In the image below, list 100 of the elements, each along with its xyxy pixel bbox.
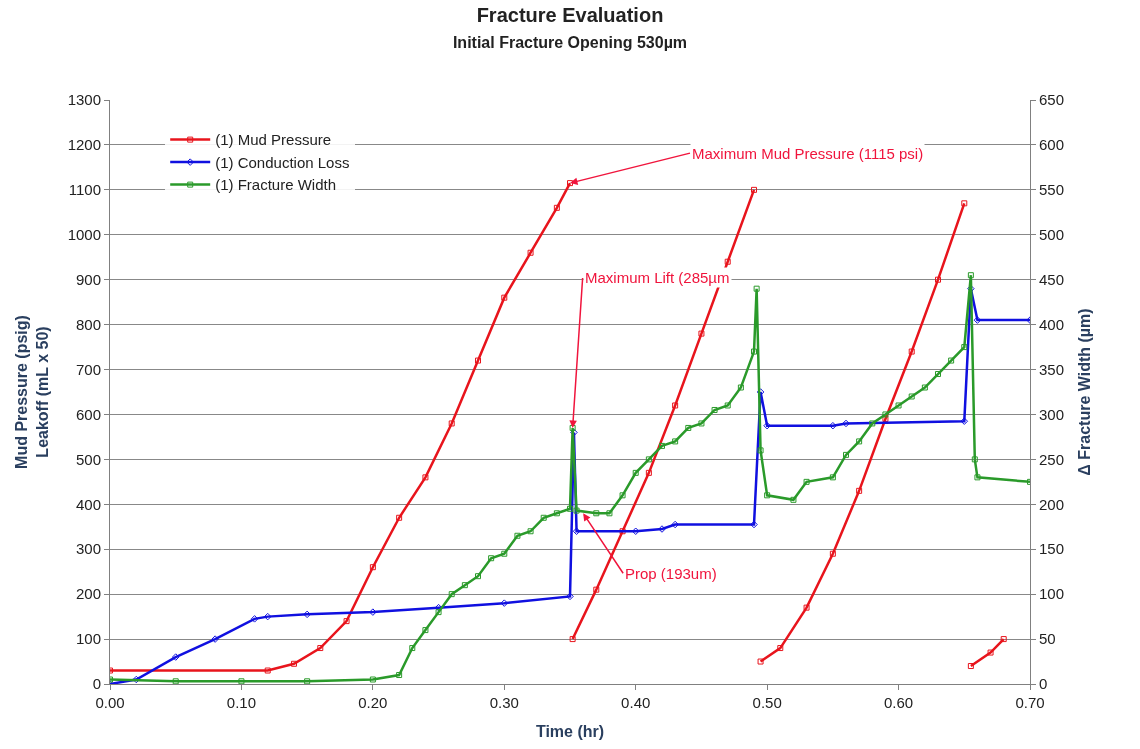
y2-tick-label: 100 [1039, 585, 1065, 603]
point [882, 415, 889, 422]
x-tick-label: 0.00 [95, 694, 125, 711]
point [396, 514, 403, 521]
y2-tick-label: 250 [1039, 450, 1065, 468]
y2-tick-label: 0 [1039, 675, 1048, 693]
point [751, 348, 757, 355]
point [501, 550, 508, 557]
annotation: Maximum Lift (285µm [585, 269, 730, 286]
y-tick-label: 1000 [67, 226, 101, 244]
point [737, 384, 744, 391]
point [753, 285, 760, 292]
y2-tick-label: 500 [1039, 226, 1065, 244]
chart-title: Fracture Evaluation [476, 4, 664, 27]
point [250, 615, 259, 623]
x-tick-label: 0.60 [883, 694, 914, 711]
point [803, 478, 810, 485]
y2-tick-label: 50 [1039, 630, 1056, 648]
point [659, 442, 665, 449]
y-tick-label: 1200 [67, 136, 101, 154]
x-tick-label: 0.50 [752, 694, 782, 711]
point [409, 645, 416, 652]
y2-tick-label: 200 [1039, 495, 1065, 513]
point [829, 550, 836, 557]
y-tick-label: 500 [75, 450, 101, 468]
point [803, 604, 810, 611]
point [527, 528, 534, 535]
annotation: Maximum Mud Pressure (1115 psi) [692, 145, 924, 162]
y-tick-label: 100 [75, 630, 101, 648]
point [435, 609, 442, 616]
point [645, 456, 652, 463]
point [572, 527, 581, 536]
point [829, 474, 836, 481]
y-tick-label: 1300 [67, 91, 101, 109]
point [238, 678, 245, 684]
point [172, 678, 179, 684]
point [264, 667, 271, 674]
point [396, 672, 403, 679]
point [461, 582, 468, 589]
point [967, 663, 974, 670]
point [869, 420, 876, 427]
point [658, 525, 666, 533]
y-tick-label: 200 [75, 585, 101, 603]
point [567, 180, 573, 187]
point [632, 469, 639, 476]
point [948, 357, 955, 364]
point [672, 438, 679, 445]
point [843, 451, 849, 458]
point [448, 591, 455, 598]
point [645, 469, 652, 476]
y-tick-label: 700 [75, 360, 101, 378]
y2-axis-title: Δ Fracture Width (µm) [1075, 308, 1093, 476]
y-tick-label: 600 [75, 405, 101, 423]
point [553, 510, 560, 517]
point [921, 384, 928, 391]
point [369, 564, 376, 571]
point [422, 627, 429, 634]
point [593, 586, 600, 593]
point [698, 420, 705, 427]
y2-tick-label: 650 [1039, 91, 1065, 109]
point [303, 610, 311, 619]
chart-subtitle: Initial Fracture Opening 530µm [452, 34, 688, 52]
point [935, 276, 941, 283]
point [829, 421, 837, 430]
point [987, 649, 994, 656]
point [304, 678, 311, 684]
y2-tick-label: 300 [1039, 405, 1065, 423]
legend-label: (1) Mud Pressure [215, 131, 332, 149]
x-tick-label: 0.70 [1015, 694, 1045, 711]
point [961, 344, 968, 351]
point [790, 496, 797, 503]
point [882, 411, 889, 418]
point [540, 514, 547, 521]
point [567, 505, 573, 512]
y-tick-label: 900 [75, 270, 101, 288]
point [488, 555, 495, 562]
point [908, 393, 915, 400]
point [317, 645, 324, 652]
y2-tick-label: 150 [1039, 540, 1065, 558]
point [764, 492, 771, 499]
point [961, 200, 968, 207]
point [514, 532, 521, 539]
point [711, 406, 718, 413]
y-tick-label: 0 [92, 675, 101, 693]
point [960, 417, 969, 425]
point [211, 635, 219, 643]
y-tick-label: 300 [75, 540, 101, 558]
point [895, 402, 902, 409]
point [569, 636, 576, 643]
x-tick-label: 0.40 [621, 694, 651, 711]
y-tick-label: 400 [75, 495, 101, 513]
point [619, 492, 626, 499]
point [553, 204, 560, 211]
point [369, 676, 376, 683]
point [593, 510, 600, 517]
point [501, 294, 508, 301]
point [757, 658, 764, 665]
y2-tick-label: 450 [1039, 270, 1065, 288]
point [475, 357, 481, 364]
point [698, 330, 705, 337]
